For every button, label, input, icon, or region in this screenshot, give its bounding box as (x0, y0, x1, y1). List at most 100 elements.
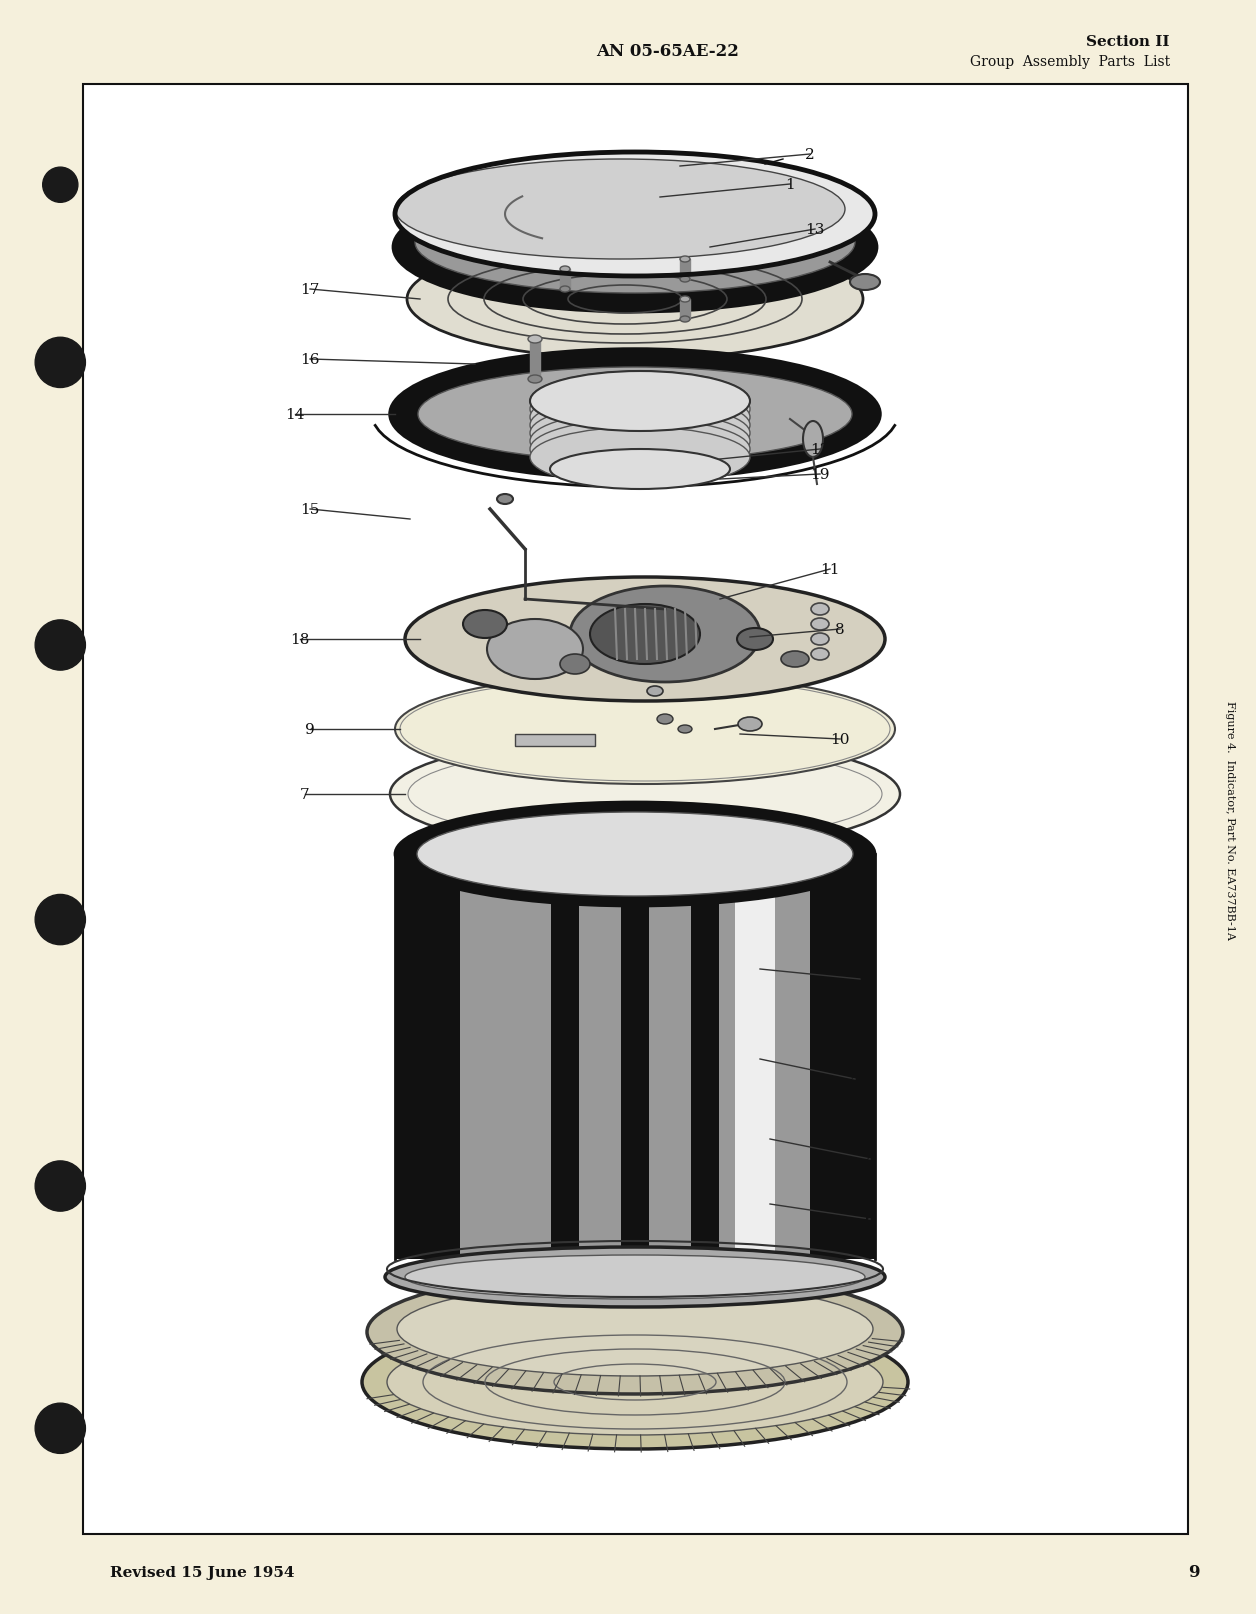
Text: Revised 15 June 1954: Revised 15 June 1954 (111, 1566, 294, 1578)
Ellipse shape (394, 675, 896, 784)
Ellipse shape (737, 628, 772, 650)
Text: 12: 12 (810, 442, 830, 457)
Text: 5: 5 (850, 1072, 860, 1086)
Ellipse shape (647, 686, 663, 697)
Polygon shape (735, 854, 775, 1259)
Ellipse shape (781, 652, 809, 668)
Text: 2: 2 (805, 148, 815, 161)
Ellipse shape (407, 240, 863, 360)
Text: 10: 10 (830, 733, 850, 747)
Circle shape (35, 894, 85, 946)
Ellipse shape (811, 649, 829, 660)
Ellipse shape (393, 182, 877, 313)
Bar (597, 470, 603, 486)
Text: 9: 9 (1188, 1564, 1199, 1580)
Ellipse shape (463, 610, 507, 639)
Ellipse shape (657, 715, 673, 725)
Ellipse shape (404, 578, 885, 702)
Ellipse shape (739, 718, 762, 731)
Bar (637, 470, 643, 486)
Polygon shape (691, 854, 718, 1259)
Text: 4: 4 (865, 1152, 875, 1167)
Bar (667, 470, 673, 486)
Circle shape (35, 1160, 85, 1212)
Bar (607, 470, 613, 486)
Polygon shape (620, 854, 649, 1259)
Text: 14: 14 (285, 408, 305, 421)
Ellipse shape (530, 395, 750, 455)
Ellipse shape (530, 404, 750, 463)
Ellipse shape (679, 278, 690, 282)
Text: 19: 19 (810, 468, 830, 481)
Circle shape (43, 168, 78, 203)
Polygon shape (394, 854, 460, 1259)
Bar (617, 470, 623, 486)
Text: Group  Assembly  Parts  List: Group Assembly Parts List (970, 55, 1171, 69)
Text: 9: 9 (305, 723, 315, 736)
Ellipse shape (394, 153, 875, 278)
Ellipse shape (391, 736, 901, 852)
Ellipse shape (590, 605, 700, 665)
Ellipse shape (497, 495, 512, 505)
Ellipse shape (397, 1282, 873, 1377)
Ellipse shape (528, 376, 543, 384)
Ellipse shape (679, 257, 690, 263)
Ellipse shape (404, 1256, 865, 1299)
Ellipse shape (394, 802, 875, 907)
Text: 15: 15 (300, 502, 320, 516)
Bar (83, 86, 1188, 1533)
Ellipse shape (679, 297, 690, 303)
Text: 6: 6 (865, 1212, 875, 1227)
Ellipse shape (487, 620, 583, 679)
Ellipse shape (530, 371, 750, 431)
Ellipse shape (530, 412, 750, 471)
Ellipse shape (414, 192, 855, 294)
Text: 11: 11 (820, 563, 840, 576)
Ellipse shape (530, 371, 750, 431)
Text: 3: 3 (855, 972, 865, 986)
Text: AN 05-65AE-22: AN 05-65AE-22 (597, 44, 740, 60)
Bar (657, 470, 663, 486)
Ellipse shape (803, 421, 823, 458)
Ellipse shape (570, 586, 760, 683)
Polygon shape (394, 854, 875, 1259)
Ellipse shape (394, 160, 845, 260)
Ellipse shape (391, 350, 880, 479)
Text: 1: 1 (785, 178, 795, 192)
Text: 17: 17 (300, 282, 320, 297)
Polygon shape (551, 854, 579, 1259)
Text: 7: 7 (300, 788, 310, 802)
Ellipse shape (530, 387, 750, 447)
Text: Figure 4.  Indicator, Part No. EA737BB-1A: Figure 4. Indicator, Part No. EA737BB-1A (1225, 700, 1235, 939)
Circle shape (35, 1403, 85, 1454)
Circle shape (35, 620, 85, 671)
Ellipse shape (560, 287, 570, 292)
Polygon shape (810, 854, 875, 1259)
Ellipse shape (811, 634, 829, 646)
Text: Section II: Section II (1086, 36, 1171, 48)
Text: 8: 8 (835, 623, 845, 636)
Ellipse shape (362, 1315, 908, 1449)
Ellipse shape (386, 1248, 885, 1307)
Ellipse shape (417, 812, 853, 896)
Ellipse shape (679, 316, 690, 323)
Ellipse shape (850, 274, 880, 291)
Ellipse shape (530, 420, 750, 479)
Ellipse shape (367, 1270, 903, 1394)
Text: 13: 13 (805, 223, 825, 237)
Bar (627, 470, 633, 486)
Text: 18: 18 (290, 633, 310, 647)
Bar (647, 470, 653, 486)
Ellipse shape (560, 266, 570, 273)
Ellipse shape (418, 368, 852, 462)
Bar (515, 734, 595, 747)
Ellipse shape (387, 1330, 883, 1435)
Ellipse shape (528, 336, 543, 344)
Ellipse shape (550, 450, 730, 489)
Ellipse shape (560, 655, 590, 675)
Ellipse shape (678, 726, 692, 733)
Text: 16: 16 (300, 353, 320, 366)
Ellipse shape (530, 428, 750, 487)
Ellipse shape (811, 604, 829, 615)
Ellipse shape (530, 379, 750, 439)
